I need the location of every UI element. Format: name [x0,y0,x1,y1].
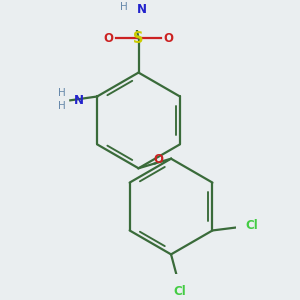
Text: H: H [58,88,65,98]
Text: Cl: Cl [245,219,258,232]
Text: H: H [120,2,128,12]
Text: O: O [154,153,164,166]
Text: O: O [163,32,173,45]
Text: N: N [136,3,147,16]
Text: N: N [74,94,84,107]
Text: H: H [58,101,65,111]
Text: S: S [133,31,144,46]
Text: O: O [104,32,114,45]
Text: Cl: Cl [173,285,186,298]
